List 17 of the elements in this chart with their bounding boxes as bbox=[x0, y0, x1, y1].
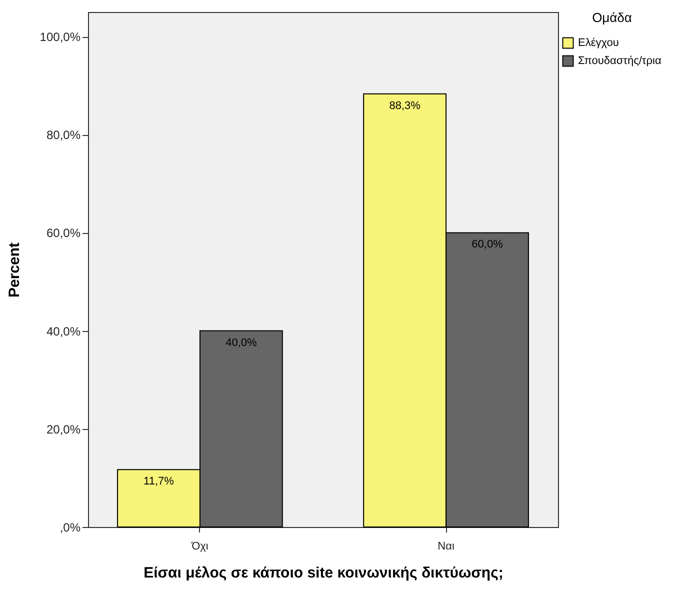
data-label: 60,0% bbox=[472, 238, 504, 251]
y-axis-title: Percent bbox=[6, 242, 23, 298]
x-tick-label: Ναι bbox=[438, 540, 455, 552]
y-tick-label: ,0% bbox=[60, 520, 81, 534]
legend-title: Ομάδα bbox=[592, 10, 632, 25]
y-tick-label: 40,0% bbox=[46, 324, 81, 338]
data-label: 40,0% bbox=[226, 336, 257, 349]
x-axis-title: Είσαι μέλος σε κάποιο site κοινωνικής δικτύωσης; bbox=[144, 564, 504, 582]
y-tick-label: 60,0% bbox=[46, 226, 81, 240]
y-tick-label: 20,0% bbox=[46, 422, 81, 436]
data-label: 11,7% bbox=[144, 476, 174, 488]
legend-label: Ελέγχου bbox=[578, 37, 619, 49]
y-tick-label: 80,0% bbox=[46, 128, 81, 142]
y-tick-label: 100,0% bbox=[40, 30, 81, 44]
legend-label: Σπουδαστής/τρια bbox=[578, 55, 662, 67]
x-tick-label: Όχι bbox=[190, 540, 209, 552]
data-label: 88,3% bbox=[389, 100, 421, 112]
